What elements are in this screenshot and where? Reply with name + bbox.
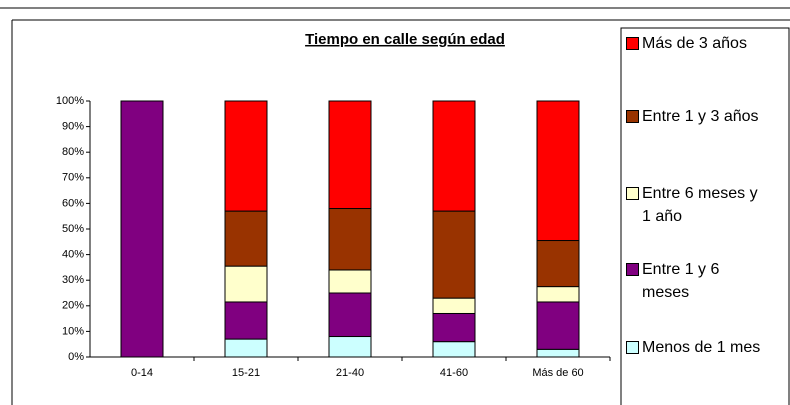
- bar-segment: [328, 336, 372, 358]
- bar-segment: [432, 100, 476, 212]
- bar-segment: [224, 100, 268, 212]
- legend-swatch: [626, 263, 639, 276]
- x-tick-label: 41-60: [440, 367, 468, 379]
- legend-entry: Entre 1 y 3 años: [626, 105, 762, 128]
- y-tick-label: 50%: [62, 223, 84, 235]
- y-tick-label: 60%: [62, 197, 84, 209]
- bar-segment: [432, 312, 476, 343]
- x-tick-label: 21-40: [336, 367, 364, 379]
- bar-segment: [536, 286, 580, 303]
- legend-label: Entre 1 y 6 meses: [642, 261, 720, 301]
- bar-segment: [536, 240, 580, 288]
- legend-swatch: [626, 37, 639, 50]
- y-tick-label: 40%: [62, 249, 84, 261]
- bar-segment: [328, 100, 372, 210]
- bar-segment: [536, 100, 580, 242]
- bar-segment: [328, 292, 372, 338]
- x-tick-label: 15-21: [232, 367, 260, 379]
- bar-segment: [536, 301, 580, 350]
- y-tick-label: 10%: [62, 325, 84, 337]
- bar-segment: [224, 301, 268, 340]
- x-tick-label: 0-14: [131, 367, 153, 379]
- bar-segment: [224, 265, 268, 303]
- bar-segment: [328, 208, 372, 271]
- legend-entry: Entre 6 meses y 1 año: [626, 182, 762, 228]
- y-tick-label: 30%: [62, 274, 84, 286]
- y-tick-label: 100%: [56, 95, 84, 107]
- y-tick-label: 20%: [62, 300, 84, 312]
- y-tick-label: 0%: [68, 351, 84, 363]
- bar-segment: [328, 269, 372, 294]
- bar-segment: [536, 348, 580, 358]
- bar-segment: [224, 210, 268, 267]
- legend-label: Menos de 1 mes: [642, 339, 761, 356]
- chart-title: Tiempo en calle según edad: [305, 31, 505, 48]
- y-tick-label: 90%: [62, 121, 84, 133]
- legend-box: [620, 27, 790, 405]
- legend-label: Entre 6 meses y 1 año: [642, 185, 758, 225]
- x-tick-label: Más de 60: [532, 367, 583, 379]
- legend-swatch: [626, 187, 639, 200]
- bar-segment: [432, 210, 476, 299]
- legend-swatch: [626, 341, 639, 354]
- bar-segment: [120, 100, 164, 358]
- legend-entry: Menos de 1 mes: [626, 336, 762, 359]
- bar-segment: [224, 338, 268, 358]
- y-tick-label: 70%: [62, 172, 84, 184]
- legend-label: Más de 3 años: [642, 35, 747, 52]
- legend-entry: Entre 1 y 6 meses: [626, 258, 762, 304]
- y-tick-label: 80%: [62, 146, 84, 158]
- bar-segment: [432, 341, 476, 358]
- bar-segment: [432, 297, 476, 314]
- legend-label: Entre 1 y 3 años: [642, 108, 759, 125]
- legend-swatch: [626, 110, 639, 123]
- legend-entry: Más de 3 años: [626, 32, 762, 55]
